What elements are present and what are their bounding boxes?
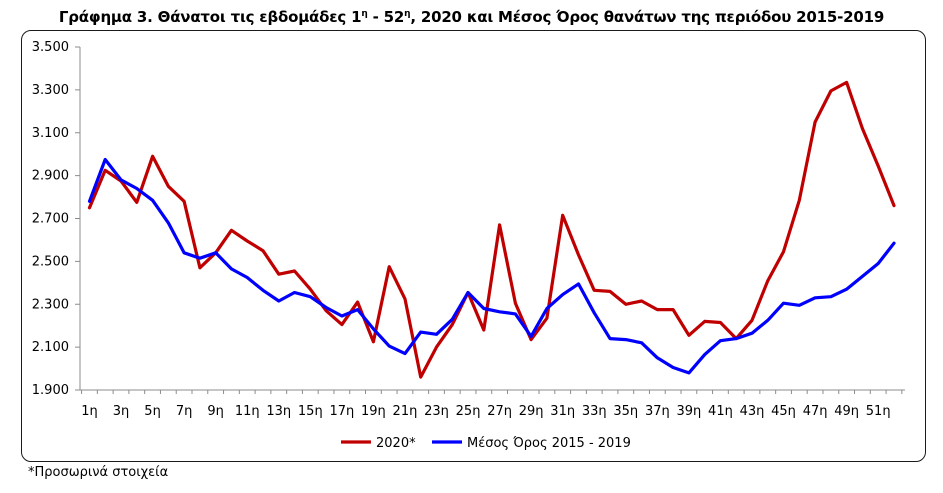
x-tick-label: 3η <box>113 404 130 419</box>
x-tick-label: 35η <box>613 404 638 419</box>
chart-frame <box>21 30 926 462</box>
x-tick-label: 9η <box>207 404 224 419</box>
y-tick-label: 2.500 <box>32 254 69 269</box>
x-tick-label: 51η <box>866 404 891 419</box>
chart-title: Γράφημα 3. Θάνατοι τις εβδομάδες 1η - 52… <box>58 8 885 26</box>
y-tick-label: 3.100 <box>32 126 69 141</box>
x-tick-label: 15η <box>298 404 323 419</box>
x-tick-label: 27η <box>487 404 512 419</box>
legend-label-average: Μέσος Όρος 2015 - 2019 <box>467 436 631 451</box>
series-line-average-2015-2019 <box>87 157 896 375</box>
y-tick-label: 1.900 <box>32 383 69 398</box>
x-tick-label: 1η <box>81 404 98 419</box>
x-tick-label: 21η <box>393 404 418 419</box>
x-tick-label: 45η <box>771 404 796 419</box>
x-tick-label: 7η <box>176 404 193 419</box>
y-tick-label: 3.500 <box>32 40 69 55</box>
y-tick-label: 3.300 <box>32 83 69 98</box>
x-tick-label: 37η <box>645 404 670 419</box>
x-tick-label: 49η <box>834 404 859 419</box>
x-tick-label: 13η <box>266 404 291 419</box>
x-tick-label: 19η <box>361 404 386 419</box>
x-tick-label: 31η <box>550 404 575 419</box>
x-tick-label: 43η <box>740 404 765 419</box>
x-tick-label: 47η <box>803 404 828 419</box>
x-tick-label: 23η <box>424 404 449 419</box>
x-tick-label: 11η <box>235 404 260 419</box>
x-tick-label: 17η <box>329 404 354 419</box>
y-tick-label: 2.700 <box>32 212 69 227</box>
x-tick-label: 5η <box>144 404 161 419</box>
y-tick-label: 2.900 <box>32 169 69 184</box>
y-tick-label: 2.300 <box>32 297 69 312</box>
x-tick-label: 39η <box>677 404 702 419</box>
x-tick-label: 25η <box>456 404 481 419</box>
y-tick-label: 2.100 <box>32 340 69 355</box>
footnote: *Προσωρινά στοιχεία <box>28 465 169 480</box>
x-tick-label: 41η <box>708 404 733 419</box>
legend-label-2020: 2020* <box>376 436 416 451</box>
x-tick-label: 29η <box>519 404 544 419</box>
series-line-2020 <box>87 80 896 379</box>
x-tick-label: 33η <box>582 404 607 419</box>
